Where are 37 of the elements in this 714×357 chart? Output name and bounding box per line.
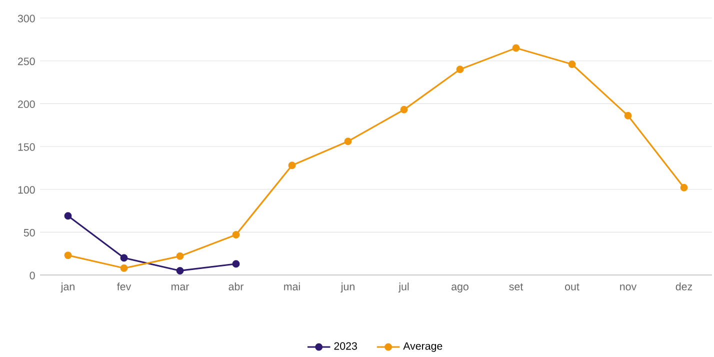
x-tick-label: dez [676, 282, 692, 290]
point [120, 254, 128, 262]
point [232, 230, 240, 238]
y-tick-label: 250 [18, 58, 35, 66]
legend-label: Average [403, 342, 442, 352]
point [512, 44, 520, 52]
y-tick-label: 100 [18, 186, 35, 194]
x-tick-label: jun [340, 282, 354, 292]
point [680, 184, 688, 192]
y-tick-label: 300 [18, 14, 35, 22]
x-tick-label: out [565, 283, 580, 290]
point [120, 264, 128, 272]
x-tick-label: mar [172, 284, 189, 290]
point [568, 60, 576, 68]
point [232, 260, 240, 268]
x-tick-label: mai [284, 282, 300, 290]
y-tick-label: 0 [30, 272, 35, 280]
x-tick-label: nov [620, 284, 637, 290]
legend-label: 2023 [334, 342, 357, 350]
point [344, 138, 352, 146]
y-tick-label: 200 [18, 100, 35, 108]
x-tick-label: jan [60, 282, 74, 292]
point [176, 266, 184, 274]
y-tick-label: 50 [24, 228, 35, 236]
point [400, 106, 408, 114]
point [624, 112, 632, 120]
point [64, 212, 72, 220]
y-tick-label: 150 [18, 143, 35, 151]
x-tick-label: fev [117, 282, 132, 290]
point [288, 162, 296, 170]
x-tick-label: ago [452, 284, 468, 292]
point [456, 66, 464, 74]
x-tick-label: jul [398, 282, 409, 292]
x-tick-label: set [509, 283, 524, 290]
point [64, 252, 72, 259]
point [176, 252, 184, 260]
x-tick-label: abr [228, 282, 244, 290]
